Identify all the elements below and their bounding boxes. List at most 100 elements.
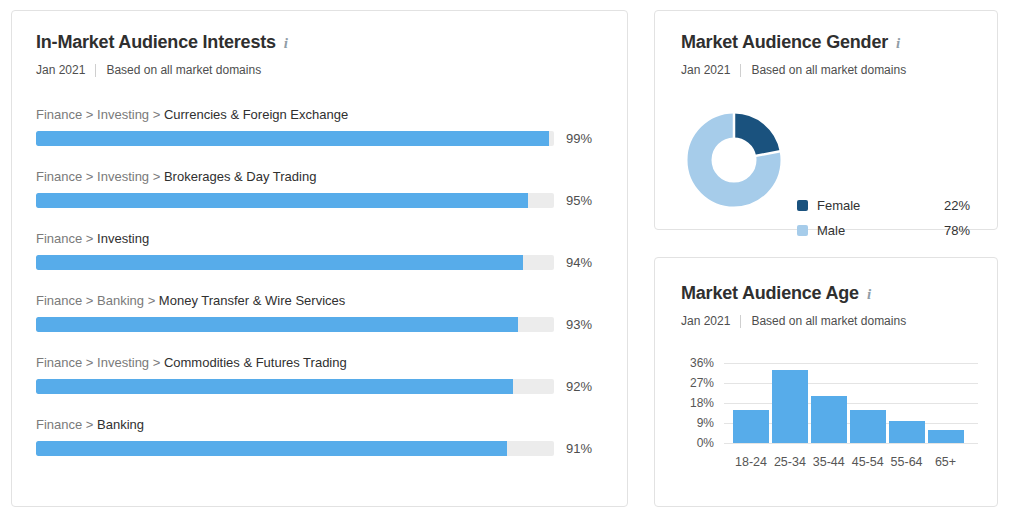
category-prefix: Finance > — [36, 417, 97, 432]
category-name: Brokerages & Day Trading — [164, 169, 316, 184]
category-path: Finance > Investing > Currencies & Forei… — [36, 107, 603, 123]
interest-row: Finance > Investing > Brokerages & Day T… — [36, 169, 603, 231]
bar-track — [36, 317, 554, 332]
category-prefix: Finance > Investing > — [36, 107, 164, 122]
bar-value: 91% — [566, 441, 592, 456]
bar-value: 92% — [566, 379, 592, 394]
bar-value: 99% — [566, 131, 592, 146]
bar-line: 92% — [36, 379, 603, 394]
report-scope: Based on all market domains — [106, 63, 261, 78]
panel-title: Market Audience Age — [681, 282, 859, 304]
report-period: Jan 2021 — [36, 63, 85, 78]
legend-swatch — [797, 200, 808, 211]
interest-rows: Finance > Investing > Currencies & Forei… — [36, 107, 603, 479]
x-axis-category-label: 25-34 — [774, 455, 806, 469]
bar-fill — [36, 441, 507, 456]
bar-value: 93% — [566, 317, 592, 332]
legend-value: 78% — [944, 223, 970, 238]
interest-row: Finance > Investing > Commodities & Futu… — [36, 355, 603, 417]
x-axis-category-label: 45-54 — [852, 455, 884, 469]
legend-row: Male 78% — [797, 223, 970, 237]
age-bar — [889, 421, 925, 443]
bar-fill — [36, 317, 518, 332]
info-icon[interactable]: i — [896, 35, 900, 52]
legend-swatch — [797, 225, 808, 236]
gender-donut-chart — [687, 113, 781, 207]
x-axis-category-label: 65+ — [935, 455, 956, 469]
y-axis-tick-label: 27% — [655, 376, 714, 390]
age-bar — [811, 396, 847, 443]
x-axis-category-label: 55-64 — [891, 455, 923, 469]
panel-header: Market Audience Age i — [681, 282, 971, 304]
bar-track — [36, 441, 554, 456]
bar-line: 95% — [36, 193, 603, 208]
y-axis-tick-label: 18% — [655, 396, 714, 410]
category-path: Finance > Investing — [36, 231, 603, 247]
bar-fill — [36, 193, 528, 208]
age-bar-chart: 18-2425-3435-4445-5455-6465+ — [724, 363, 978, 443]
report-period: Jan 2021 — [681, 63, 730, 78]
interest-row: Finance > Banking > Money Transfer & Wir… — [36, 293, 603, 355]
report-meta: Jan 2021 Based on all market domains — [681, 63, 971, 78]
meta-divider — [740, 315, 741, 328]
in-market-audience-interests-panel: In-Market Audience Interests i Jan 2021 … — [11, 10, 628, 507]
category-path: Finance > Banking — [36, 417, 603, 433]
y-axis-tick-label: 0% — [655, 436, 714, 450]
bar-line: 94% — [36, 255, 603, 270]
legend-label: Female — [817, 198, 944, 213]
bar-line: 99% — [36, 131, 603, 146]
report-meta: Jan 2021 Based on all market domains — [681, 314, 971, 329]
age-bar — [928, 430, 964, 443]
report-period: Jan 2021 — [681, 314, 730, 329]
category-path: Finance > Investing > Commodities & Futu… — [36, 355, 603, 371]
category-path: Finance > Investing > Brokerages & Day T… — [36, 169, 603, 185]
info-icon[interactable]: i — [867, 286, 871, 303]
report-scope: Based on all market domains — [751, 314, 906, 329]
category-prefix: Finance > Investing > — [36, 169, 164, 184]
age-bar — [850, 410, 886, 443]
category-path: Finance > Banking > Money Transfer & Wir… — [36, 293, 603, 309]
market-audience-age-panel: Market Audience Age i Jan 2021 Based on … — [654, 257, 998, 507]
bar-fill — [36, 379, 513, 394]
age-bar — [733, 410, 769, 443]
gridline — [724, 383, 978, 384]
bar-value: 95% — [566, 193, 592, 208]
category-name: Commodities & Futures Trading — [164, 355, 347, 370]
interest-row: Finance > Investing 94% — [36, 231, 603, 293]
legend-row: Female 22% — [797, 198, 970, 212]
category-prefix: Finance > Investing > — [36, 355, 164, 370]
interest-row: Finance > Investing > Currencies & Forei… — [36, 107, 603, 169]
bar-line: 91% — [36, 441, 603, 456]
legend-label: Male — [817, 223, 944, 238]
y-axis-tick-label: 36% — [655, 356, 714, 370]
bar-fill — [36, 255, 523, 270]
age-bar — [772, 370, 808, 443]
x-axis-category-label: 18-24 — [735, 455, 767, 469]
bar-fill — [36, 131, 549, 146]
report-scope: Based on all market domains — [751, 63, 906, 78]
bar-value: 94% — [566, 255, 592, 270]
panel-title: Market Audience Gender — [681, 31, 888, 53]
panel-header: Market Audience Gender i — [681, 31, 971, 53]
market-audience-gender-panel: Market Audience Gender i Jan 2021 Based … — [654, 10, 998, 230]
bar-track — [36, 255, 554, 270]
gridline — [724, 443, 978, 444]
category-name: Money Transfer & Wire Services — [159, 293, 345, 308]
category-name: Investing — [97, 231, 149, 246]
report-meta: Jan 2021 Based on all market domains — [36, 63, 603, 78]
category-name: Currencies & Foreign Exchange — [164, 107, 348, 122]
info-icon[interactable]: i — [284, 35, 288, 52]
gridline — [724, 403, 978, 404]
category-prefix: Finance > — [36, 231, 97, 246]
bar-track — [36, 131, 554, 146]
y-axis-tick-label: 9% — [655, 416, 714, 430]
x-axis-category-label: 35-44 — [813, 455, 845, 469]
meta-divider — [95, 64, 96, 77]
panel-title: In-Market Audience Interests — [36, 31, 276, 53]
bar-line: 93% — [36, 317, 603, 332]
panel-header: In-Market Audience Interests i — [36, 31, 603, 53]
meta-divider — [740, 64, 741, 77]
category-name: Banking — [97, 417, 144, 432]
legend-value: 22% — [944, 198, 970, 213]
interest-row: Finance > Banking 91% — [36, 417, 603, 479]
